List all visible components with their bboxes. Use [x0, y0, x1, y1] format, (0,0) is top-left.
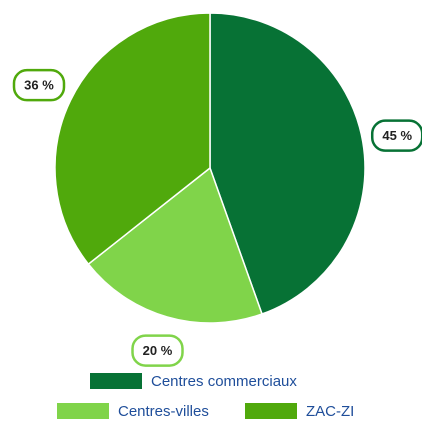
legend-label: Centres commerciaux — [151, 373, 297, 390]
legend-swatch — [57, 403, 109, 419]
label-box — [370, 119, 422, 152]
legend-swatch — [90, 373, 142, 389]
legend-swatch — [245, 403, 297, 419]
pie-slice — [87, 166, 263, 324]
label-box — [131, 334, 184, 367]
legend-label: ZAC-ZI — [306, 403, 354, 420]
legend-label: Centres-villes — [118, 403, 209, 420]
data-label: 45 % — [382, 128, 412, 143]
pie-slice — [54, 12, 211, 266]
pie-slice — [209, 12, 366, 315]
label-box — [12, 68, 66, 102]
data-label: 36 % — [24, 78, 54, 93]
data-label: 20 % — [143, 343, 173, 358]
